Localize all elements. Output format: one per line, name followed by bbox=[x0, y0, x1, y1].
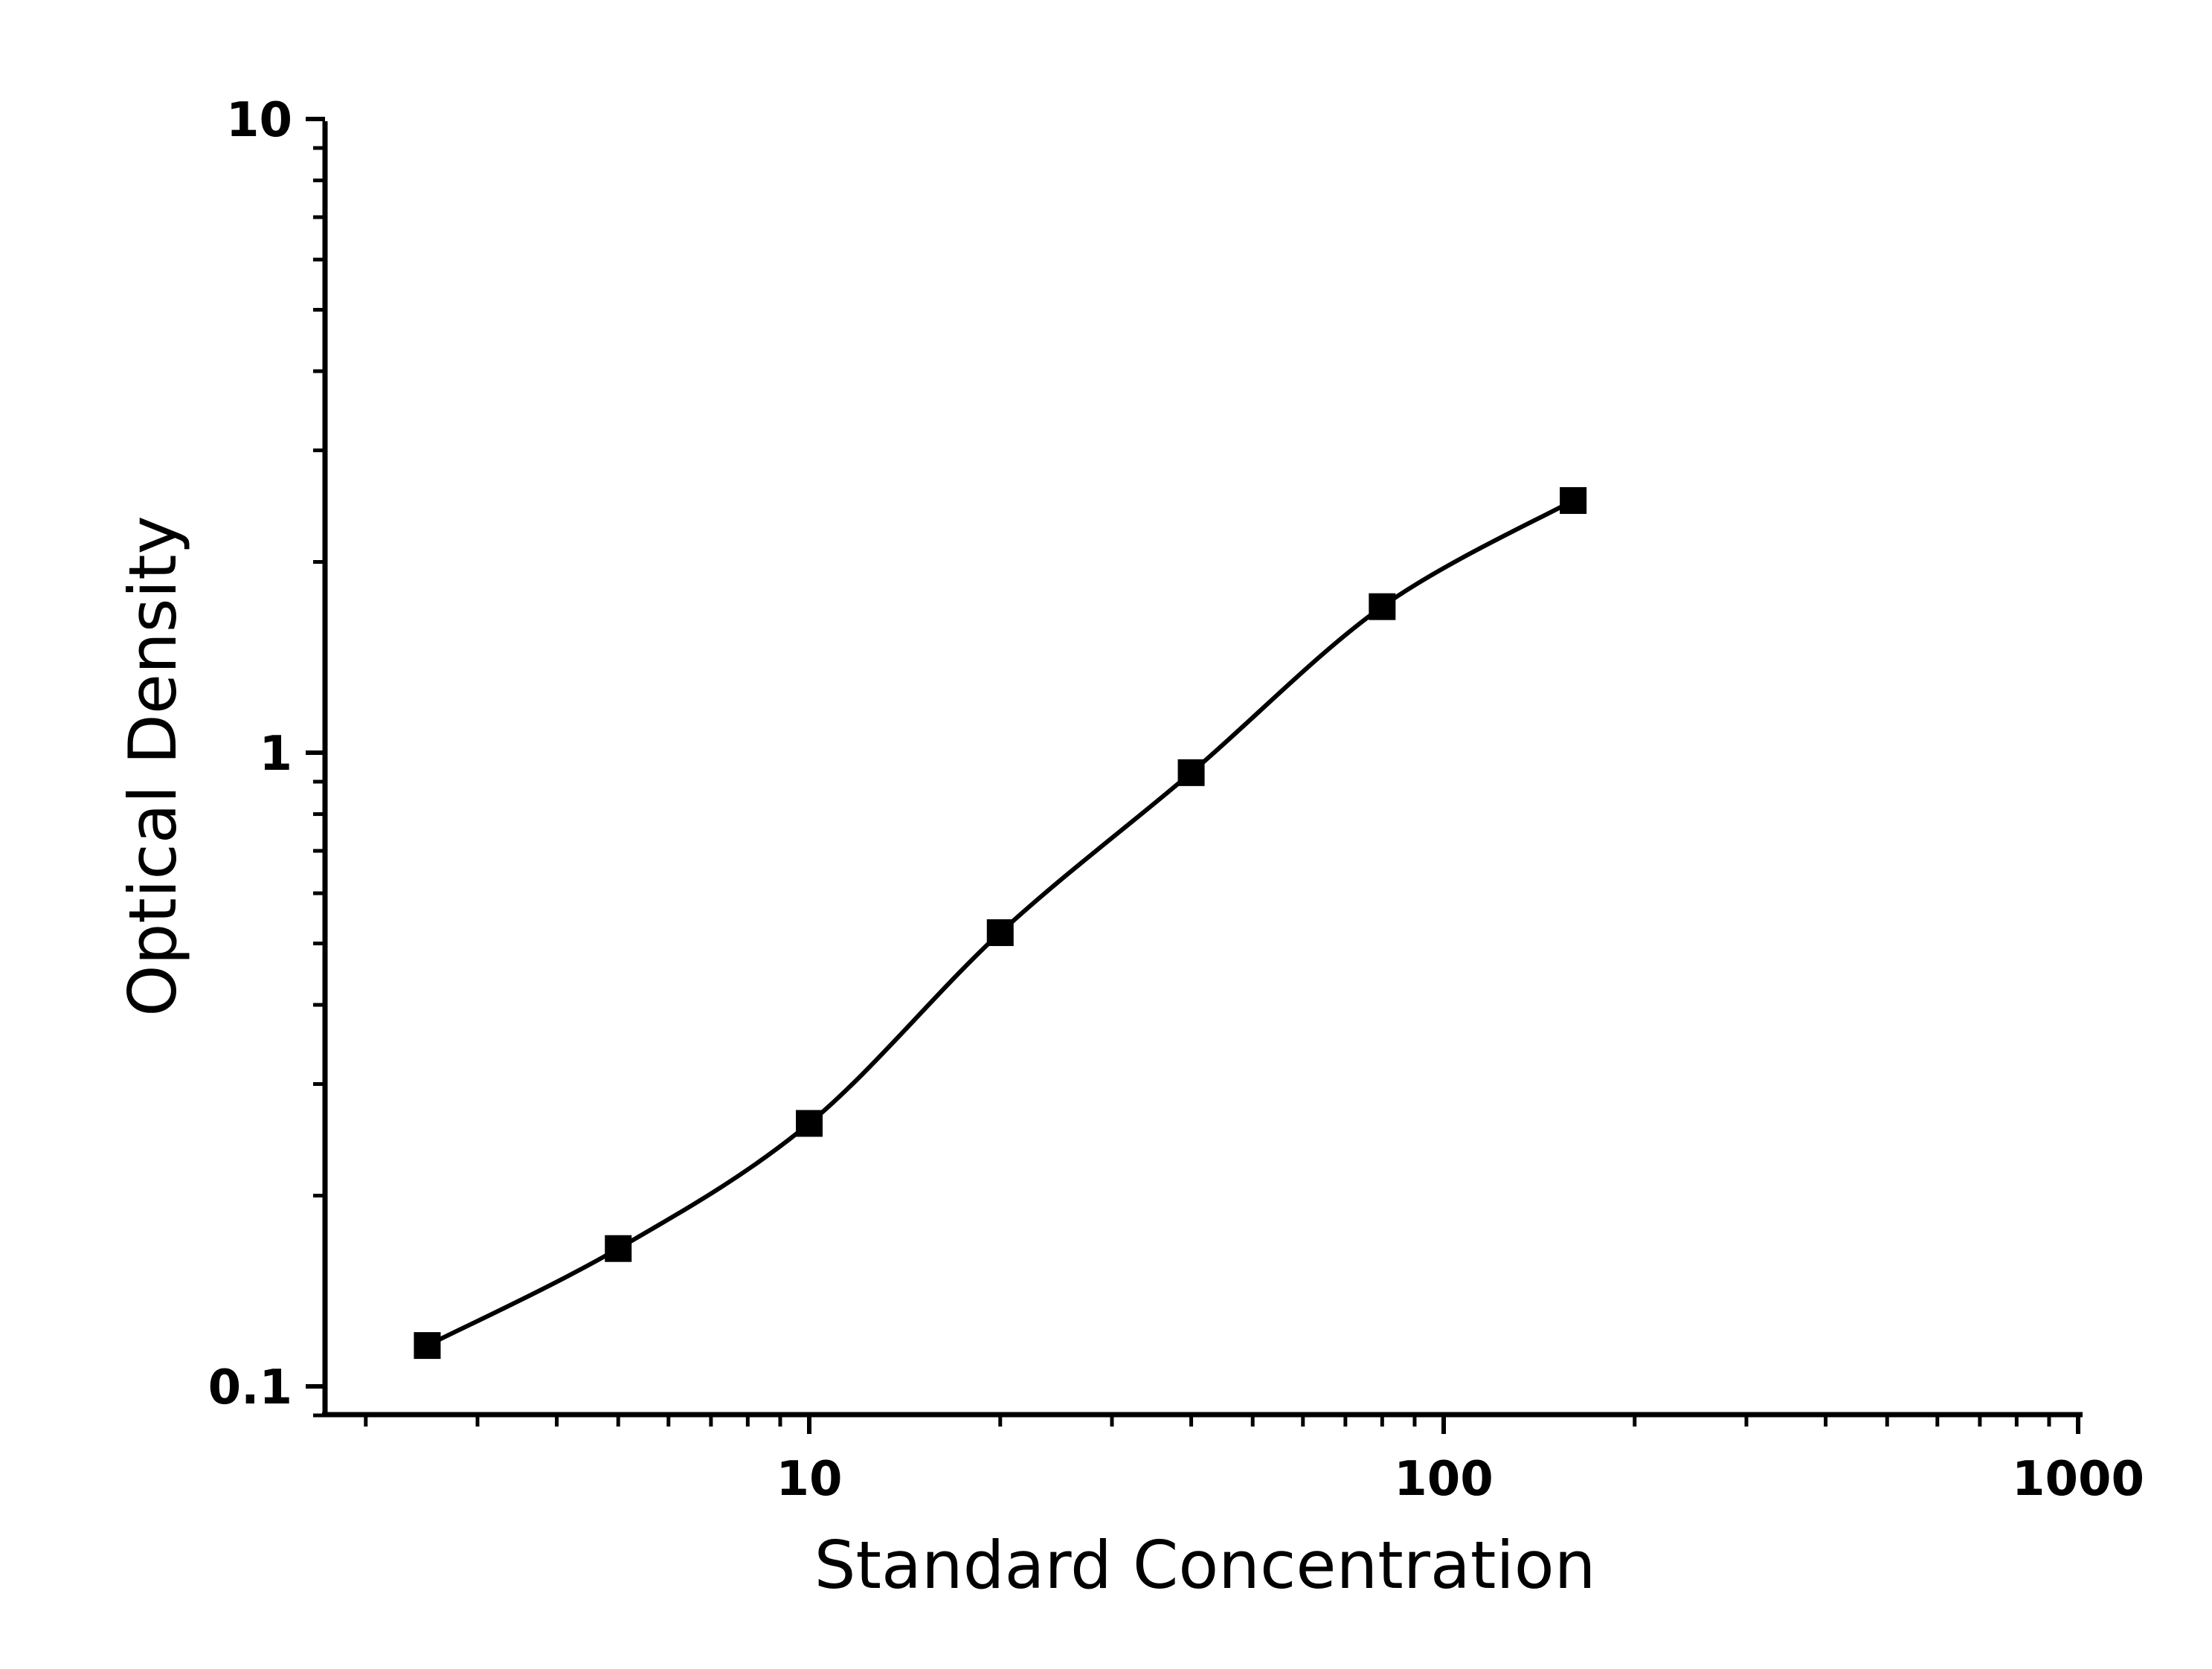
markers bbox=[414, 486, 1587, 1360]
data-point-marker bbox=[414, 1332, 441, 1360]
tick-labels: 10 100 1000 0.1 1 10 bbox=[208, 93, 2144, 1507]
y-tick-label: 0.1 bbox=[208, 1360, 292, 1415]
x-axis-title: Standard Concentration bbox=[814, 1527, 1596, 1604]
x-tick-label: 100 bbox=[1394, 1452, 1494, 1507]
y-axis-title: Optical Density bbox=[115, 515, 191, 1016]
major-ticks bbox=[306, 117, 2080, 1434]
data-point-marker bbox=[1560, 486, 1587, 514]
x-tick-label: 10 bbox=[776, 1452, 842, 1507]
data-point-marker bbox=[605, 1235, 632, 1262]
minor-ticks bbox=[313, 146, 2051, 1427]
y-tick-label: 1 bbox=[259, 727, 292, 782]
data-point-marker bbox=[796, 1110, 823, 1137]
data-point-marker bbox=[1177, 759, 1205, 786]
x-tick-label: 1000 bbox=[2012, 1452, 2144, 1507]
y-tick-label: 10 bbox=[226, 93, 292, 148]
data-point-marker bbox=[986, 919, 1014, 946]
axes bbox=[322, 121, 2083, 1418]
data-point-marker bbox=[1369, 593, 1396, 620]
